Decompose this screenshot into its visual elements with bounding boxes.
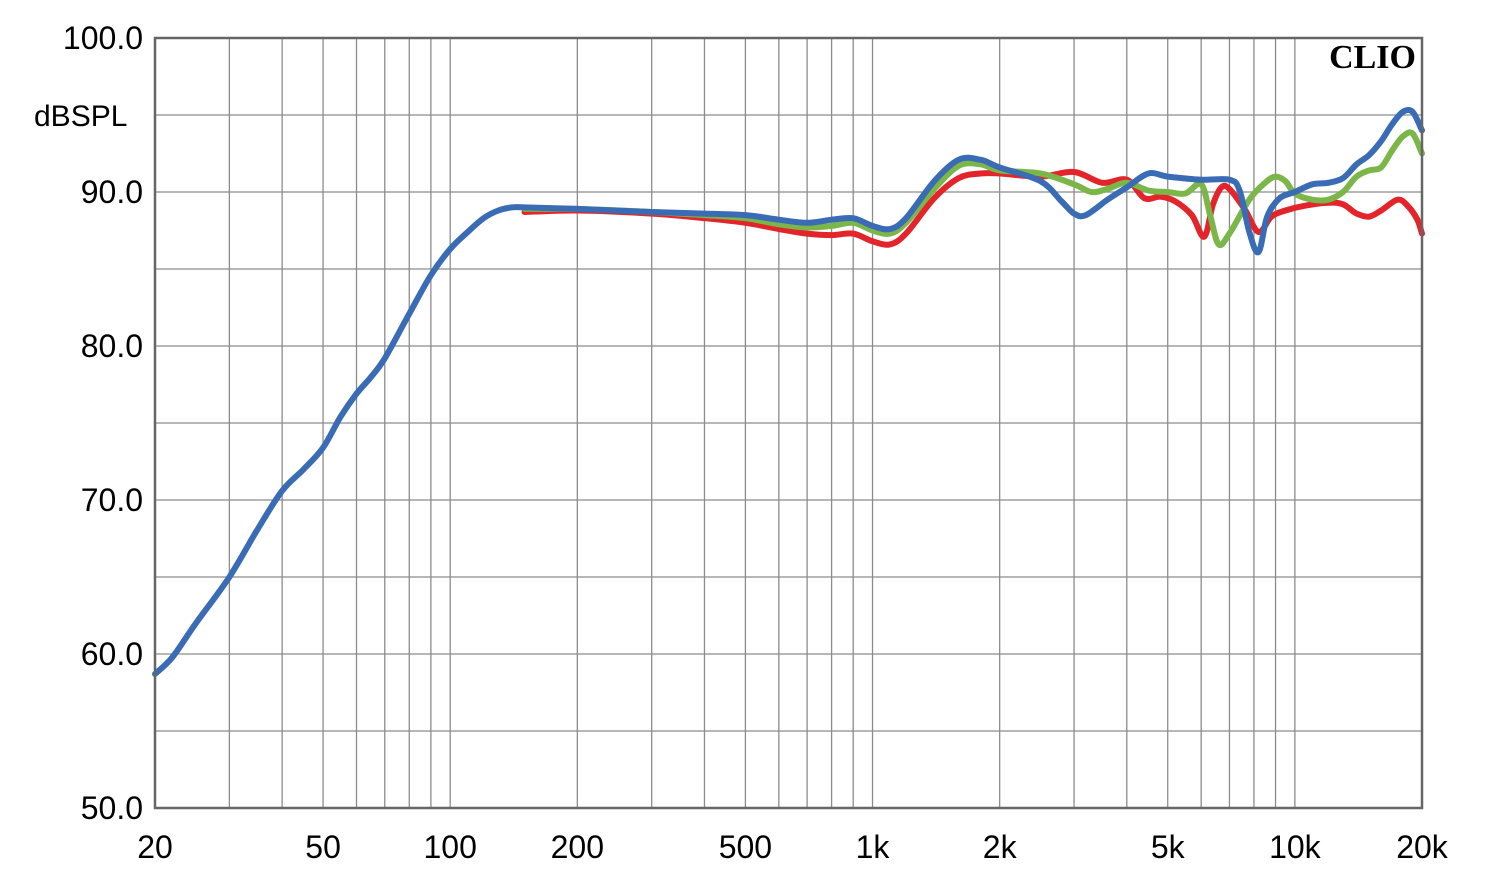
- series-line-blue: [152, 106, 1425, 677]
- x-tick-label: 200: [551, 829, 604, 865]
- y-tick-labels: 100.0 90.0 80.0 70.0 60.0 50.0: [63, 20, 143, 826]
- y-tick-label: 70.0: [81, 482, 143, 518]
- y-tick-label: 60.0: [81, 636, 143, 672]
- x-tick-label: 50: [305, 829, 341, 865]
- x-tick-label: 20k: [1396, 829, 1449, 865]
- series-line-green: [521, 129, 1425, 249]
- x-tick-label: 100: [424, 829, 477, 865]
- x-tick-labels: 20 50 100 200 500 1k 2k 5k 10k 20k: [137, 829, 1449, 865]
- x-tick-label: 1k: [856, 829, 891, 865]
- y-tick-label: 80.0: [81, 328, 143, 364]
- x-tick-label: 500: [719, 829, 772, 865]
- y-tick-label: 100.0: [63, 20, 143, 56]
- series-group: [152, 106, 1425, 677]
- y-axis-unit-label: dBSPL: [34, 100, 127, 133]
- y-tick-label: 90.0: [81, 174, 143, 210]
- x-tick-label: 2k: [983, 829, 1018, 865]
- x-tick-label: 20: [137, 829, 173, 865]
- x-tick-label: 10k: [1269, 829, 1322, 865]
- grid: [155, 38, 1422, 808]
- x-tick-label: 5k: [1151, 829, 1186, 865]
- series-line-red: [521, 168, 1425, 248]
- y-tick-label: 50.0: [81, 790, 143, 826]
- clio-brand-label: CLIO: [1329, 39, 1416, 76]
- plot-frame: [153, 36, 1424, 810]
